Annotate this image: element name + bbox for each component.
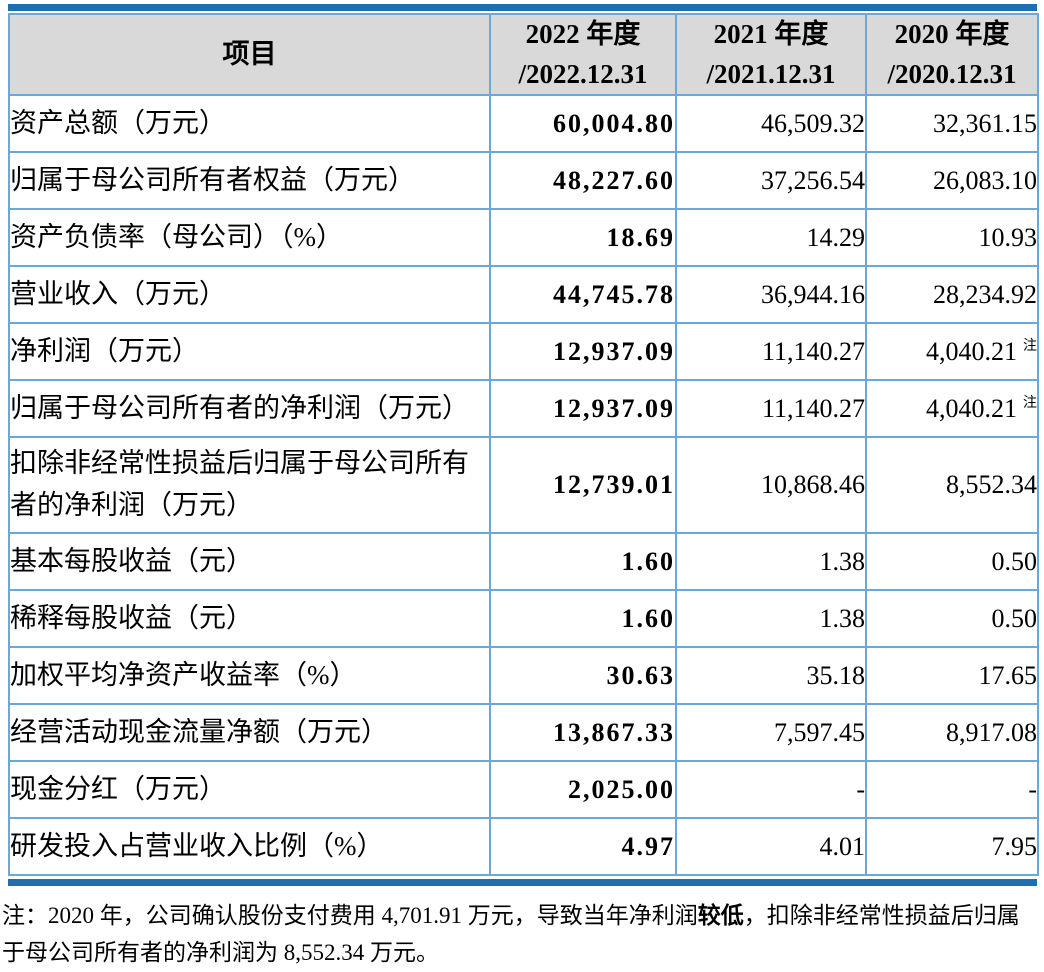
row-label: 稀释每股收益（元）: [8, 589, 491, 648]
header-cell-2020: 2020 年度 /2020.12.31: [865, 13, 1039, 96]
header-2021-line2: /2021.12.31: [706, 58, 836, 89]
value-2020: 8,552.34: [865, 436, 1039, 534]
value-2020: 26,083.10: [865, 151, 1039, 210]
table-row-parent-equity: 归属于母公司所有者权益（万元） 48,227.60 37,256.54 26,0…: [8, 151, 1039, 210]
row-label: 现金分红（万元）: [8, 760, 491, 819]
value-2022: 12,937.09: [489, 379, 677, 438]
value-2021: 11,140.27: [675, 322, 867, 381]
table-header: 项目 2022 年度 /2022.12.31 2021 年度 /2021.12.…: [8, 13, 1039, 96]
value-2021: 10,868.46: [675, 436, 867, 534]
header-2022-line2: /2022.12.31: [518, 58, 648, 89]
footnote-text-prefix: 注：2020 年，公司确认股份支付费用 4,701.91 万元，导致当年净利润: [2, 903, 698, 928]
table-row-total-assets: 资产总额（万元） 60,004.80 46,509.32 32,361.15: [8, 94, 1039, 153]
value-2021: 11,140.27: [675, 379, 867, 438]
table-row-debt-ratio: 资产负债率（母公司）（%） 18.69 14.29 10.93: [8, 208, 1039, 267]
value-2020: 10.93: [865, 208, 1039, 267]
table-row-weighted-roe: 加权平均净资产收益率（%） 30.63 35.18 17.65: [8, 646, 1039, 705]
value-2021: 7,597.45: [675, 703, 867, 762]
financial-summary-table: 项目 2022 年度 /2022.12.31 2021 年度 /2021.12.…: [8, 13, 1039, 876]
value-2022: 12,739.01: [489, 436, 677, 534]
header-2021-line1: 2021 年度: [713, 19, 829, 50]
value-2021: 14.29: [675, 208, 867, 267]
row-label: 扣除非经常性损益后归属于母公司所有者的净利润（万元）: [8, 436, 491, 534]
table-body: 资产总额（万元） 60,004.80 46,509.32 32,361.15 归…: [8, 94, 1039, 876]
value-2022: 12,937.09: [489, 322, 677, 381]
table-row-revenue: 营业收入（万元） 44,745.78 36,944.16 28,234.92: [8, 265, 1039, 324]
table-row-net-profit: 净利润（万元） 12,937.09 11,140.27 4,040.21 注: [8, 322, 1039, 381]
row-label: 净利润（万元）: [8, 322, 491, 381]
table-bottom-thick-border: [8, 879, 1037, 886]
value-2020: 28,234.92: [865, 265, 1039, 324]
value-2020: 7.95: [865, 817, 1039, 876]
header-2022-line1: 2022 年度: [525, 19, 641, 50]
row-label: 营业收入（万元）: [8, 265, 491, 324]
header-cell-2022: 2022 年度 /2022.12.31: [489, 13, 677, 96]
table-row-rd-ratio: 研发投入占营业收入比例（%） 4.97 4.01 7.95: [8, 817, 1039, 876]
value-2022: 4.97: [489, 817, 677, 876]
value-2021: -: [675, 760, 867, 819]
value-2020: -: [865, 760, 1039, 819]
header-2020-line1: 2020 年度: [894, 19, 1010, 50]
table-top-thick-border: [8, 4, 1037, 11]
row-label: 基本每股收益（元）: [8, 532, 491, 591]
table-row-operating-cash-flow: 经营活动现金流量净额（万元） 13,867.33 7,597.45 8,917.…: [8, 703, 1039, 762]
note-superscript: 注: [1023, 338, 1037, 354]
value-2020: 0.50: [865, 589, 1039, 648]
table-row-diluted-eps: 稀释每股收益（元） 1.60 1.38 0.50: [8, 589, 1039, 648]
footnote-text-bold: 较低: [697, 903, 744, 928]
value-2021: 4.01: [675, 817, 867, 876]
value-2022: 18.69: [489, 208, 677, 267]
table-row-deducted-net-profit: 扣除非经常性损益后归属于母公司所有者的净利润（万元） 12,739.01 10,…: [8, 436, 1039, 534]
value-2022: 2,025.00: [489, 760, 677, 819]
value-2022: 48,227.60: [489, 151, 677, 210]
row-label: 归属于母公司所有者的净利润（万元）: [8, 379, 491, 438]
row-label: 归属于母公司所有者权益（万元）: [8, 151, 491, 210]
value-2022: 1.60: [489, 532, 677, 591]
row-label: 资产负债率（母公司）（%）: [8, 208, 491, 267]
row-label: 研发投入占营业收入比例（%）: [8, 817, 491, 876]
table-row-cash-dividend: 现金分红（万元） 2,025.00 - -: [8, 760, 1039, 819]
header-2020-line2: /2020.12.31: [887, 58, 1017, 89]
header-cell-2021: 2021 年度 /2021.12.31: [675, 13, 867, 96]
value-2021: 37,256.54: [675, 151, 867, 210]
value-2022: 13,867.33: [489, 703, 677, 762]
value-2020: 8,917.08: [865, 703, 1039, 762]
value-2021: 35.18: [675, 646, 867, 705]
table-row-basic-eps: 基本每股收益（元） 1.60 1.38 0.50: [8, 532, 1039, 591]
header-cell-item: 项目: [8, 13, 491, 96]
table-row-parent-net-profit: 归属于母公司所有者的净利润（万元） 12,937.09 11,140.27 4,…: [8, 379, 1039, 438]
value-2020: 4,040.21 注: [865, 322, 1039, 381]
footnote: 注：2020 年，公司确认股份支付费用 4,701.91 万元，导致当年净利润较…: [2, 898, 1037, 972]
value-2020: 32,361.15: [865, 94, 1039, 153]
value-2022: 60,004.80: [489, 94, 677, 153]
value-2021: 36,944.16: [675, 265, 867, 324]
value-2022: 1.60: [489, 589, 677, 648]
header-item-label: 项目: [222, 38, 277, 69]
row-label: 经营活动现金流量净额（万元）: [8, 703, 491, 762]
value-2021: 1.38: [675, 589, 867, 648]
value-2021: 46,509.32: [675, 94, 867, 153]
value-2022: 44,745.78: [489, 265, 677, 324]
value-2021: 1.38: [675, 532, 867, 591]
header-row: 项目 2022 年度 /2022.12.31 2021 年度 /2021.12.…: [8, 13, 1039, 96]
note-superscript: 注: [1023, 395, 1037, 411]
row-label: 加权平均净资产收益率（%）: [8, 646, 491, 705]
value-2020: 0.50: [865, 532, 1039, 591]
value-2022: 30.63: [489, 646, 677, 705]
row-label: 资产总额（万元）: [8, 94, 491, 153]
value-2020: 17.65: [865, 646, 1039, 705]
value-2020: 4,040.21 注: [865, 379, 1039, 438]
